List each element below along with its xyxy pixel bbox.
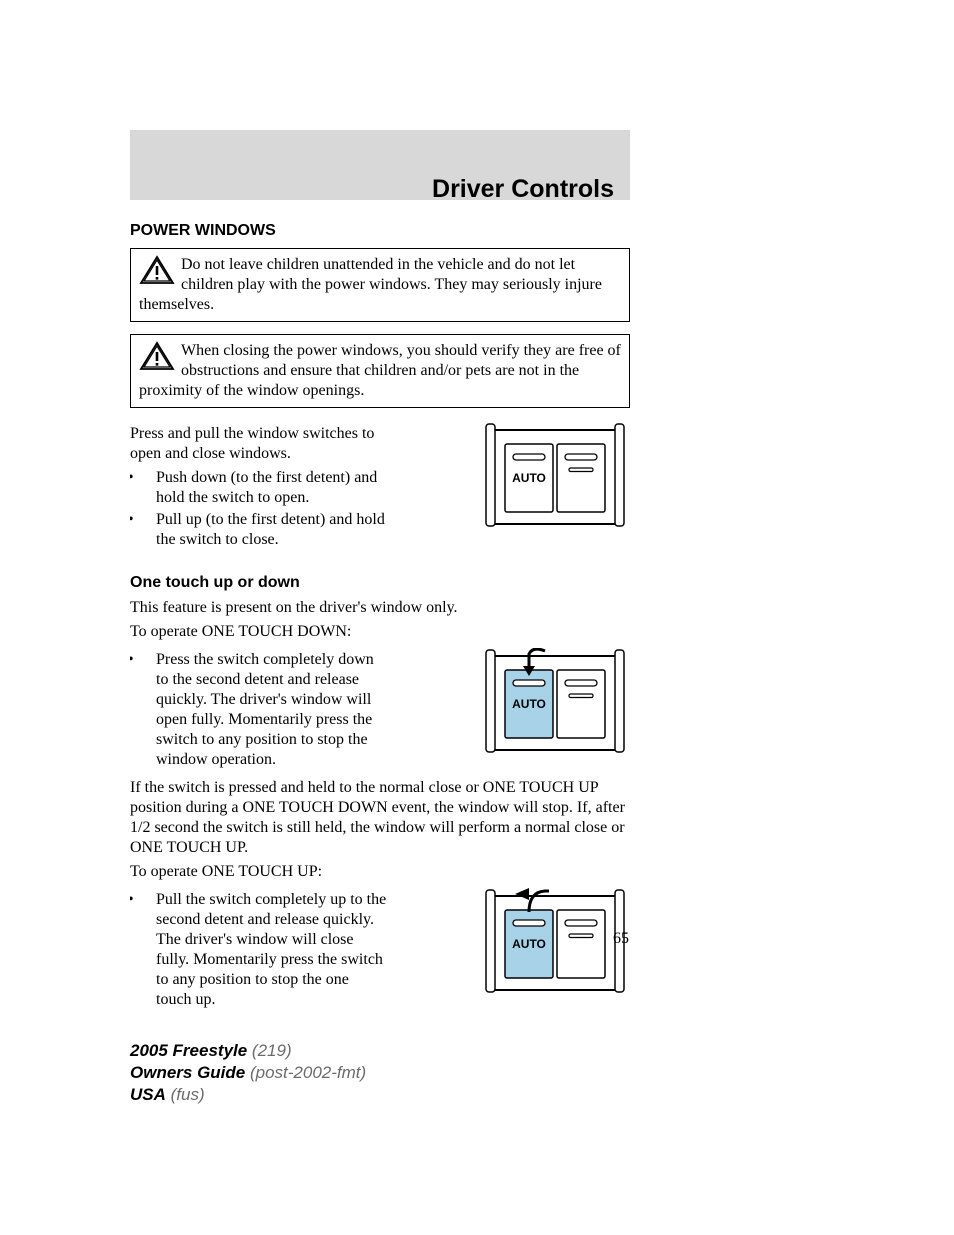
list-item: Push down (to the first detent) and hold… (138, 468, 388, 508)
sub-heading: One touch up or down (130, 574, 630, 592)
warning-icon (139, 255, 175, 285)
warning-box-2: When closing the power windows, you shou… (130, 334, 630, 408)
list-item: Press the switch completely down to the … (138, 650, 388, 770)
content-area: POWER WINDOWS Do not leave children unat… (130, 222, 630, 1014)
auto-label: AUTO (512, 471, 546, 485)
chapter-title: Driver Controls (432, 175, 614, 204)
footer-line3-bold: USA (130, 1085, 166, 1104)
footer-model-bold: 2005 Freestyle (130, 1041, 247, 1060)
footer: 2005 Freestyle (219) Owners Guide (post-… (130, 1040, 366, 1106)
list-item: Pull the switch completely up to the sec… (138, 890, 388, 1010)
sub-p2: To operate ONE TOUCH DOWN: (130, 622, 630, 642)
footer-line3-rest: (fus) (166, 1085, 205, 1104)
intro-text: Press and pull the window switches to op… (130, 424, 380, 464)
warning-icon (139, 341, 175, 371)
bullets-main: Push down (to the first detent) and hold… (138, 468, 388, 550)
warning-box-1: Do not leave children unattended in the … (130, 248, 630, 322)
footer-line2-bold: Owners Guide (130, 1063, 245, 1082)
sub-p3: If the switch is pressed and held to the… (130, 778, 630, 858)
page-number: 65 (613, 930, 629, 948)
list-item: Pull up (to the first detent) and hold t… (138, 510, 388, 550)
figure-window-switch-1: AUTO (485, 422, 630, 530)
sub-p1: This feature is present on the driver's … (130, 598, 630, 618)
figure-window-switch-3: AUTO (485, 888, 630, 996)
footer-model-rest: (219) (247, 1041, 291, 1060)
page: Driver Controls POWER WINDOWS Do not lea… (0, 0, 954, 1235)
figure-window-switch-2: AUTO (485, 648, 630, 756)
auto-label: AUTO (512, 937, 546, 951)
warning-text-2: When closing the power windows, you shou… (139, 342, 621, 399)
section-heading: POWER WINDOWS (130, 222, 630, 240)
bullets-up: Pull the switch completely up to the sec… (138, 890, 388, 1010)
sub-p4: To operate ONE TOUCH UP: (130, 862, 630, 882)
warning-text-1: Do not leave children unattended in the … (139, 256, 602, 313)
footer-line2-rest: (post-2002-fmt) (245, 1063, 366, 1082)
auto-label: AUTO (512, 697, 546, 711)
bullets-down: Press the switch completely down to the … (138, 650, 388, 770)
